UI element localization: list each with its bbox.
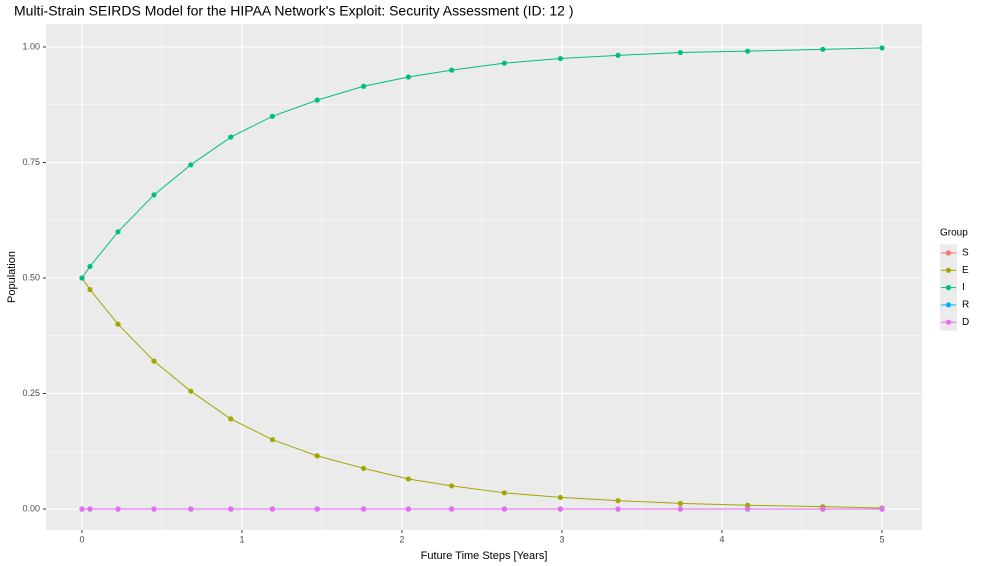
y-tick-label: 0.00 (22, 503, 40, 513)
data-point (501, 506, 507, 512)
data-point (557, 506, 564, 512)
panel (46, 24, 922, 530)
legend-label: I (962, 282, 965, 293)
data-point (501, 490, 507, 496)
y-axis-title: Population (6, 251, 18, 303)
legend-point (945, 319, 952, 325)
data-point (151, 358, 157, 364)
x-tick-label: 0 (79, 534, 84, 544)
data-point (361, 465, 367, 471)
data-point (820, 506, 826, 512)
data-point (228, 416, 234, 422)
data-point (615, 498, 621, 504)
legend-label: R (962, 300, 969, 311)
data-point (269, 113, 275, 119)
data-point (615, 52, 621, 58)
legend-point (945, 302, 952, 308)
data-point (745, 48, 751, 54)
data-point (269, 506, 275, 512)
data-point (188, 388, 194, 394)
y-tick-label: 0.50 (22, 272, 40, 282)
x-axis-title: Future Time Steps [Years] (421, 550, 548, 562)
data-point (449, 483, 455, 489)
data-point (677, 49, 684, 56)
x-tick-label: 5 (879, 534, 884, 544)
x-tick-label: 2 (399, 534, 404, 544)
legend-point (945, 285, 952, 291)
data-point (314, 97, 320, 103)
data-point (228, 506, 234, 512)
data-point (228, 134, 234, 140)
chart-title: Multi-Strain SEIRDS Model for the HIPAA … (14, 3, 574, 19)
data-point (79, 275, 85, 281)
data-point (151, 192, 157, 198)
legend-point (945, 267, 952, 273)
data-point (269, 437, 275, 443)
data-point (820, 46, 826, 52)
data-point (677, 500, 684, 507)
data-point (79, 506, 85, 512)
data-point (115, 321, 121, 327)
legend-label: D (962, 317, 969, 328)
x-tick-label: 4 (719, 534, 724, 544)
legend-label: E (962, 265, 969, 276)
data-point (188, 506, 194, 512)
data-point (314, 453, 320, 459)
data-point (361, 83, 367, 89)
series-line (81, 47, 883, 279)
legend-point (945, 250, 952, 256)
legend-label: S (962, 248, 969, 259)
series-line (81, 277, 883, 509)
data-point (115, 506, 121, 512)
data-point (615, 506, 621, 512)
data-point (745, 502, 751, 508)
data-point (557, 55, 564, 62)
y-tick-label: 0.75 (22, 157, 40, 167)
data-point (405, 506, 411, 512)
data-point (557, 494, 564, 501)
data-point (405, 476, 411, 482)
y-tick-label: 0.25 (22, 388, 40, 398)
data-point (879, 45, 885, 51)
legend-title: Group (940, 228, 968, 239)
data-point (677, 506, 684, 512)
x-tick-label: 3 (559, 534, 564, 544)
data-point (745, 506, 751, 512)
data-point (188, 162, 194, 168)
data-point (449, 67, 455, 73)
data-point (87, 506, 93, 512)
data-point (314, 506, 320, 512)
data-point (361, 506, 367, 512)
data-point (115, 229, 121, 235)
data-point (87, 263, 93, 270)
data-point (87, 286, 93, 293)
y-tick-label: 1.00 (22, 41, 40, 51)
data-point (449, 506, 455, 512)
data-point (879, 506, 885, 512)
data-point (151, 506, 157, 512)
data-point (405, 74, 411, 80)
data-point (501, 60, 507, 66)
x-tick-label: 1 (239, 534, 244, 544)
